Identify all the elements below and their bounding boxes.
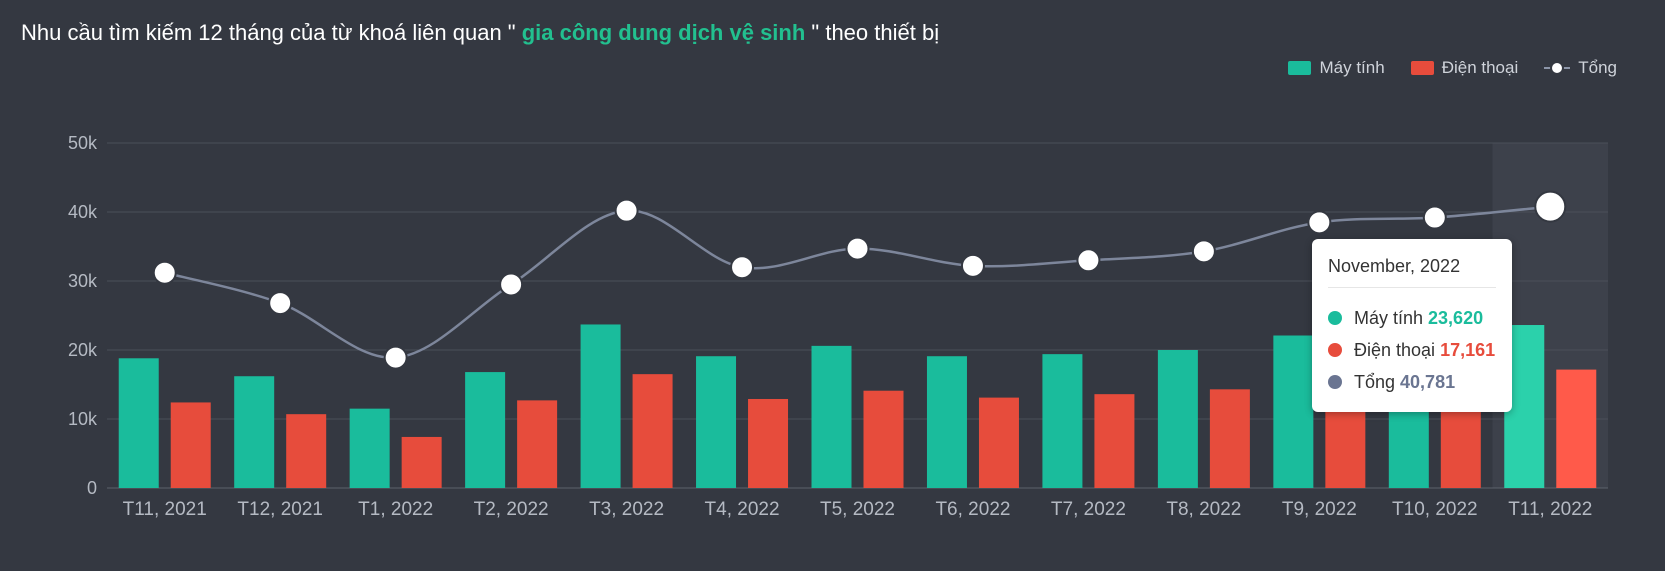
y-tick-label: 50k [68, 133, 98, 153]
x-tick-label: T7, 2022 [1051, 499, 1126, 520]
x-tick-label: T10, 2022 [1392, 499, 1478, 520]
bar-desktop [1042, 354, 1083, 488]
bar-desktop [465, 372, 506, 488]
x-tick-label: T3, 2022 [589, 499, 664, 520]
x-tick-label: T11, 2021 [123, 499, 207, 520]
bar-mobile [632, 374, 673, 488]
bar-mobile [863, 390, 904, 488]
chart-title: Nhu cầu tìm kiếm 12 tháng của từ khoá li… [21, 20, 939, 46]
total-point [845, 236, 870, 261]
total-point [614, 198, 639, 223]
tooltip-label-desktop: Máy tính [1354, 307, 1424, 328]
tooltip-dot-desktop [1328, 311, 1342, 325]
legend-label-desktop: Máy tính [1319, 58, 1385, 77]
bar-mobile [1094, 394, 1135, 488]
legend-item-mobile[interactable]: Điện thoại [1410, 58, 1519, 78]
bar-mobile [1209, 389, 1250, 488]
legend-swatch-mobile [1410, 61, 1434, 75]
legend-label-mobile: Điện thoại [1441, 58, 1519, 77]
y-tick-label: 20k [68, 340, 98, 360]
tooltip-row-total: Tổng 40,781 [1328, 366, 1496, 398]
total-point [1534, 190, 1567, 223]
legend-swatch-total [1544, 61, 1571, 75]
bar-mobile [1556, 369, 1597, 488]
tooltip-title: November, 2022 [1328, 256, 1496, 288]
bar-desktop [926, 356, 967, 488]
bar-mobile [517, 400, 558, 488]
total-point [1307, 210, 1332, 235]
x-tick-label: T12, 2021 [237, 499, 323, 520]
y-tick-label: 10k [68, 409, 98, 429]
total-point [152, 260, 177, 285]
bar-mobile [748, 398, 789, 488]
total-point [1191, 239, 1216, 264]
tooltip: November, 2022 Máy tính 23,620 Điện thoạ… [1312, 239, 1512, 412]
x-tick-label: T1, 2022 [358, 499, 433, 520]
bar-desktop [118, 358, 159, 488]
tooltip-row-mobile: Điện thoại 17,161 [1328, 334, 1496, 366]
bar-mobile [286, 414, 327, 488]
x-tick-label: T4, 2022 [705, 499, 780, 520]
total-point [268, 291, 293, 316]
x-tick-label: T8, 2022 [1166, 499, 1241, 520]
bar-desktop [696, 356, 737, 488]
bar-desktop [234, 376, 275, 488]
bar-desktop [580, 324, 621, 488]
x-tick-label: T6, 2022 [935, 499, 1010, 520]
total-point [960, 253, 985, 278]
bar-desktop [1273, 335, 1314, 488]
tooltip-value-desktop: 23,620 [1428, 307, 1484, 328]
legend-item-total[interactable]: Tổng [1544, 58, 1617, 78]
title-prefix: Nhu cầu tìm kiếm 12 tháng của từ khoá li… [21, 20, 516, 45]
bar-desktop [811, 345, 852, 488]
total-point [1076, 248, 1101, 273]
legend-swatch-desktop [1288, 61, 1312, 75]
legend-item-desktop[interactable]: Máy tính [1288, 58, 1385, 78]
x-tick-label: T11, 2022 [1508, 499, 1592, 520]
legend: Máy tính Điện thoại Tổng [1288, 58, 1617, 78]
bar-desktop [349, 408, 390, 488]
title-suffix: " theo thiết bị [811, 20, 940, 45]
total-point [730, 255, 755, 280]
tooltip-dot-mobile [1328, 343, 1342, 357]
tooltip-row-desktop: Máy tính 23,620 [1328, 302, 1496, 334]
total-point [1422, 205, 1447, 230]
tooltip-value-mobile: 17,161 [1440, 339, 1496, 360]
x-tick-label: T9, 2022 [1282, 499, 1357, 520]
total-point [383, 345, 408, 370]
total-point [499, 272, 524, 297]
x-tick-label: T5, 2022 [820, 499, 895, 520]
tooltip-dot-total [1328, 375, 1342, 389]
bar-desktop [1157, 350, 1198, 488]
y-tick-label: 0 [87, 478, 97, 498]
x-tick-label: T2, 2022 [474, 499, 549, 520]
bar-mobile [401, 436, 442, 488]
tooltip-label-mobile: Điện thoại [1354, 339, 1436, 360]
y-tick-label: 30k [68, 271, 98, 291]
tooltip-value-total: 40,781 [1400, 371, 1456, 392]
title-keyword: gia công dung dịch vệ sinh [515, 20, 812, 45]
tooltip-label-total: Tổng [1354, 371, 1396, 392]
legend-label-total: Tổng [1578, 58, 1617, 77]
bar-mobile [978, 397, 1019, 488]
bar-mobile [170, 402, 211, 488]
y-tick-label: 40k [68, 202, 98, 222]
